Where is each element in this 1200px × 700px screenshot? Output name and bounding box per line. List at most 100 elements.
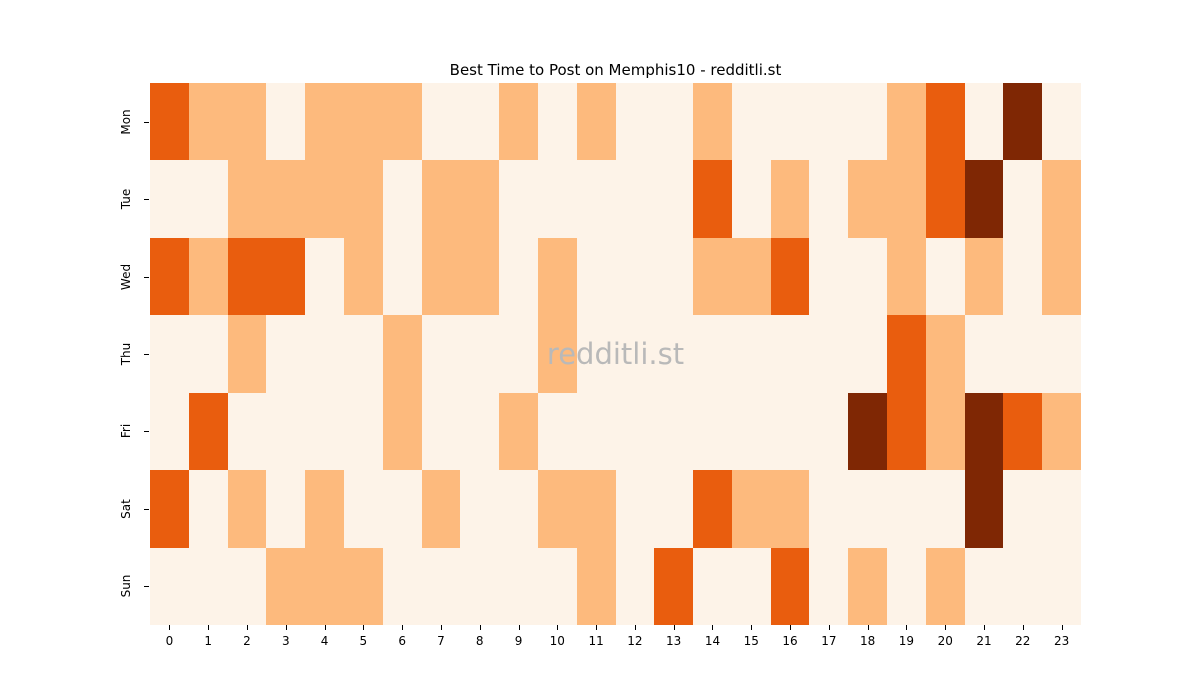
- y-tick-label: Thu: [119, 342, 133, 366]
- heatmap-cell: [615, 315, 655, 393]
- x-axis-tick: [285, 625, 287, 630]
- y-axis-tick: [144, 121, 149, 123]
- x-axis-tick: [984, 625, 986, 630]
- heatmap-cell: [925, 237, 965, 316]
- heatmap-cell: [1003, 547, 1043, 625]
- heatmap-cell: [1003, 160, 1043, 238]
- heatmap-cell: [925, 547, 965, 625]
- x-tick-label: 17: [821, 634, 837, 648]
- heatmap-cell: [693, 315, 732, 393]
- heatmap-cell: [809, 392, 849, 471]
- heatmap-cell: [848, 315, 888, 393]
- heatmap-cell: [227, 547, 267, 625]
- heatmap-cell: [731, 160, 771, 238]
- heatmap-cell: [770, 160, 810, 238]
- heatmap-cell: [654, 392, 694, 471]
- heatmap-cell: [188, 470, 228, 548]
- heatmap-cell: [848, 237, 888, 316]
- heatmap-cell: [305, 392, 344, 471]
- heatmap-cell: [343, 470, 383, 548]
- heatmap-cell: [925, 160, 965, 238]
- heatmap-cell: [266, 160, 306, 238]
- heatmap-cell: [887, 315, 926, 393]
- x-tick-label: 8: [475, 634, 484, 648]
- x-tick-label: 5: [359, 634, 368, 648]
- heatmap-cell: [188, 392, 228, 471]
- heatmap-cell: [615, 237, 655, 316]
- y-axis-tick: [144, 199, 149, 201]
- heatmap-cell: [731, 83, 771, 161]
- heatmap-cell: [343, 315, 383, 393]
- heatmap-cell: [382, 315, 422, 393]
- x-tick-label: 16: [782, 634, 798, 648]
- heatmap-cell: [382, 83, 422, 161]
- heatmap-cell: [731, 470, 771, 548]
- heatmap-cell: [1042, 237, 1081, 316]
- x-tick-label: 22: [1015, 634, 1031, 648]
- heatmap-cell: [654, 315, 694, 393]
- heatmap-cell: [848, 392, 888, 471]
- heatmap-cell: [654, 547, 694, 625]
- heatmap-cell: [150, 470, 189, 548]
- x-axis-tick: [751, 625, 753, 630]
- heatmap-cell: [188, 547, 228, 625]
- heatmap-cell: [343, 392, 383, 471]
- heatmap-cell: [1003, 470, 1043, 548]
- x-axis-tick: [1022, 625, 1024, 630]
- heatmap-cell: [809, 83, 849, 161]
- heatmap-cell: [537, 315, 577, 393]
- heatmap-cell: [887, 470, 926, 548]
- heatmap-cell: [460, 470, 500, 548]
- x-axis-tick: [1061, 625, 1063, 630]
- heatmap-cell: [227, 160, 267, 238]
- heatmap-cell: [693, 547, 732, 625]
- heatmap-cell: [188, 237, 228, 316]
- heatmap-cell: [499, 547, 538, 625]
- heatmap-cell: [809, 470, 849, 548]
- heatmap-cell: [421, 83, 461, 161]
- x-tick-label: 12: [627, 634, 643, 648]
- heatmap-cell: [305, 547, 344, 625]
- heatmap-cell: [693, 392, 732, 471]
- heatmap-cell: [964, 160, 1004, 238]
- heatmap-cell: [848, 547, 888, 625]
- heatmap-cell: [693, 83, 732, 161]
- heatmap-cell: [266, 547, 306, 625]
- y-axis-tick: [144, 354, 149, 355]
- heatmap-cell: [343, 160, 383, 238]
- heatmap-cell: [499, 237, 538, 316]
- heatmap-cell: [460, 237, 500, 316]
- heatmap-cell: [499, 160, 538, 238]
- y-axis-tick: [144, 508, 149, 510]
- x-tick-label: 21: [976, 634, 992, 648]
- heatmap-cell: [693, 470, 732, 548]
- heatmap-cell: [305, 315, 344, 393]
- x-tick-label: 3: [281, 634, 290, 648]
- heatmap-cell: [537, 160, 577, 238]
- heatmap-cell: [654, 470, 694, 548]
- heatmap-cell: [343, 83, 383, 161]
- x-tick-label: 20: [937, 634, 953, 648]
- heatmap-cell: [731, 547, 771, 625]
- heatmap-cell: [615, 470, 655, 548]
- x-tick-label: 18: [860, 634, 876, 648]
- heatmap-cell: [1003, 83, 1043, 161]
- y-tick-label: Wed: [119, 263, 133, 290]
- heatmap-cell: [1003, 315, 1043, 393]
- x-tick-label: 23: [1053, 634, 1070, 648]
- heatmap-cell: [615, 392, 655, 471]
- x-axis-tick: [363, 625, 365, 630]
- heatmap-cell: [1003, 237, 1043, 316]
- heatmap-cell: [576, 547, 616, 625]
- heatmap-cell: [576, 470, 616, 548]
- x-axis-tick: [402, 625, 404, 630]
- heatmap-cell: [305, 83, 344, 161]
- heatmap-cell: [809, 237, 849, 316]
- heatmap-cell: [576, 237, 616, 316]
- x-tick-label: 14: [704, 634, 721, 648]
- heatmap-cell: [1042, 547, 1081, 625]
- heatmap-cell: [150, 237, 189, 316]
- heatmap-cell: [266, 470, 306, 548]
- heatmap-cell: [576, 392, 616, 471]
